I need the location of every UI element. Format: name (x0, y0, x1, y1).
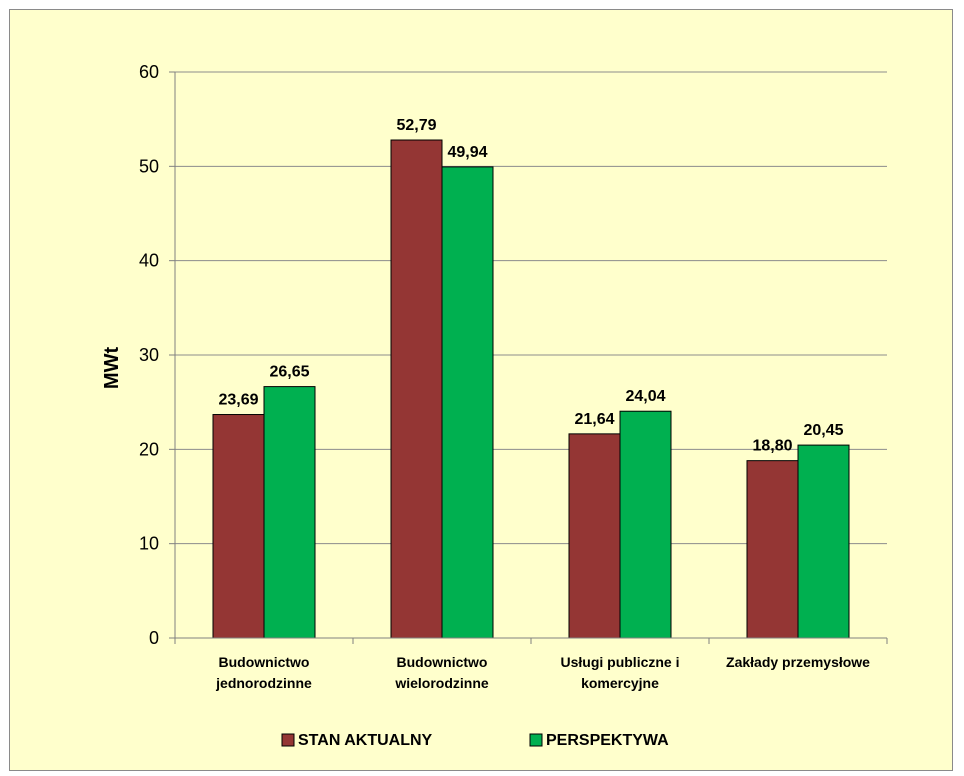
bar-stan-aktualny-0 (212, 414, 265, 639)
data-label-1-1: 49,94 (447, 144, 487, 161)
axes (169, 71, 888, 644)
bar-stan-aktualny-1 (390, 139, 443, 639)
legend-label-0: STAN AKTUALNY (298, 732, 433, 749)
data-label-0-3: 18,80 (752, 438, 792, 455)
y-tick-labels: 0 10 20 30 40 50 60 (139, 62, 159, 648)
data-labels: 23,69 26,65 52,79 49,94 21,64 24,04 18,80 20,45 (218, 117, 843, 455)
category-label-1-0: Budownictwo (397, 654, 488, 670)
category-label-2-0: Usługi publiczne i (560, 654, 679, 670)
y-tick-label-2: 20 (139, 439, 159, 459)
bar-perspektywa-2 (619, 410, 672, 639)
y-tick-label-3: 30 (139, 345, 159, 365)
bar-stan-aktualny-2 (568, 433, 621, 639)
legend-label-1: PERSPEKTYWA (546, 732, 669, 749)
data-label-1-0: 26,65 (269, 364, 309, 381)
legend-swatch-1 (529, 733, 543, 747)
y-tick-label-1: 10 (139, 534, 159, 554)
data-label-0-1: 52,79 (396, 117, 436, 134)
category-labels: Budownictwo jednorodzinne Budownictwo wielo… (215, 654, 870, 691)
legend: STAN AKTUALNY PERSPEKTYWA (281, 732, 669, 749)
y-axis-label: MWt (101, 347, 123, 390)
category-label-0-0: Budownictwo (219, 654, 310, 670)
legend-swatch-0 (281, 733, 295, 747)
data-label-1-2: 24,04 (625, 388, 665, 405)
bar-stan-aktualny-3 (746, 460, 799, 639)
bar-perspektywa-1 (441, 166, 494, 639)
y-tick-label-0: 0 (149, 628, 159, 648)
bar-perspektywa-3 (797, 444, 850, 639)
bar-perspektywa-0 (263, 386, 316, 639)
category-label-1-1: wielorodzinne (394, 675, 489, 691)
data-label-0-2: 21,64 (574, 411, 614, 428)
y-tick-label-6: 60 (139, 62, 159, 82)
category-label-0-1: jednorodzinne (215, 675, 312, 691)
data-label-0-0: 23,69 (218, 392, 258, 409)
y-tick-label-5: 50 (139, 156, 159, 176)
bars (212, 139, 850, 639)
y-tick-label-4: 40 (139, 251, 159, 271)
category-label-3-0: Zakłady przemysłowe (726, 654, 870, 670)
data-label-1-3: 20,45 (803, 422, 843, 439)
category-label-2-1: komercyjne (581, 675, 659, 691)
